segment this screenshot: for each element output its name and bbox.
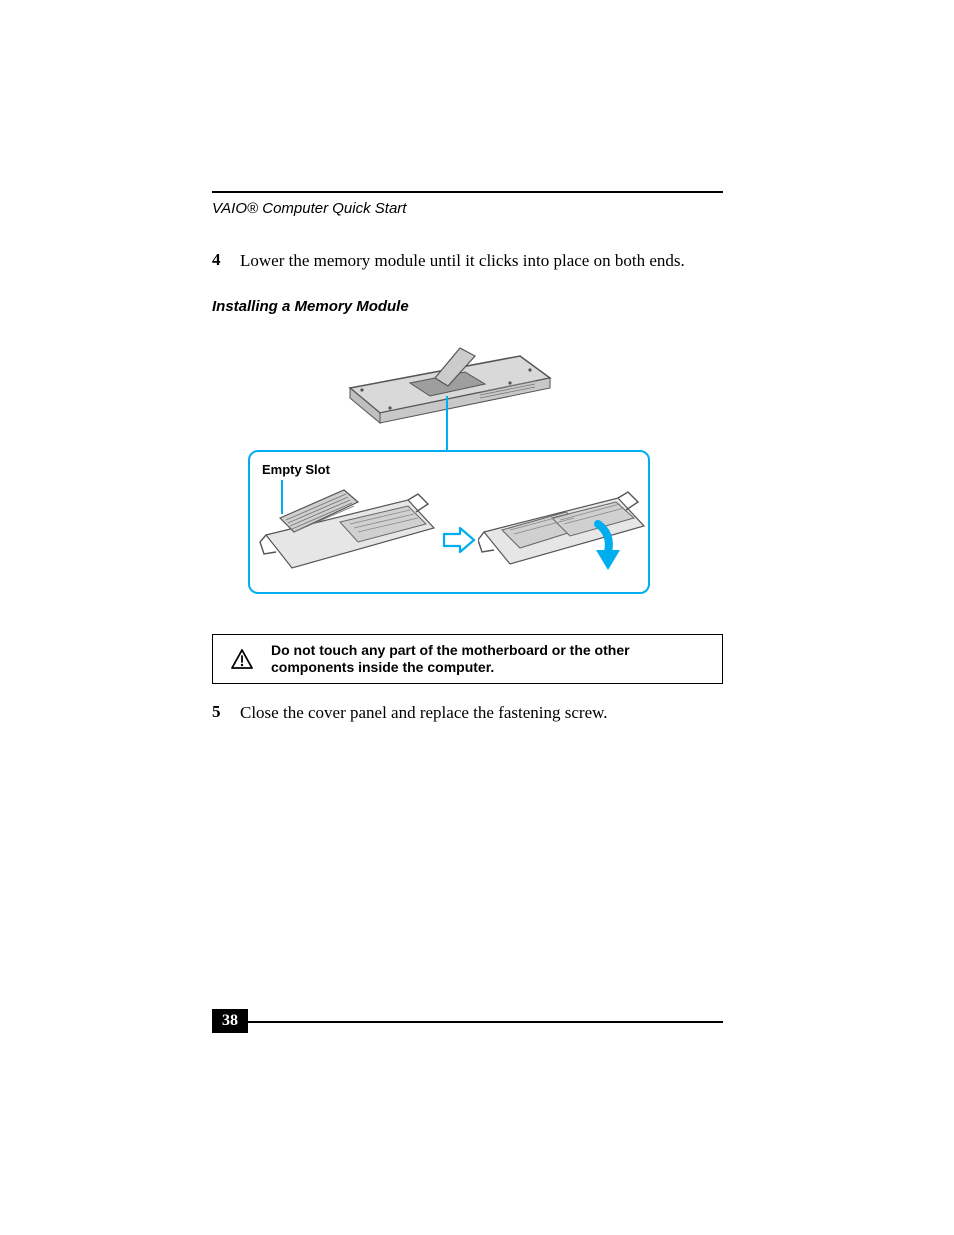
arrow-right-icon (442, 525, 476, 555)
detail-left (258, 480, 438, 580)
memory-seated-illustration (478, 480, 648, 580)
warning-icon (231, 649, 253, 669)
step-4-text: Lower the memory module until it clicks … (240, 250, 685, 273)
running-head: VAIO® Computer Quick Start (212, 200, 406, 217)
step-5-text: Close the cover panel and replace the fa… (240, 702, 608, 725)
warning-box: Do not touch any part of the motherboard… (212, 634, 723, 684)
leader-line-top (432, 396, 462, 456)
detail-right (478, 480, 648, 580)
figure-title: Installing a Memory Module (212, 298, 409, 315)
page-number: 38 (212, 1009, 248, 1033)
step-5-number: 5 (212, 702, 240, 722)
step-4-number: 4 (212, 250, 240, 270)
top-rule (212, 191, 723, 193)
memory-insert-illustration (258, 480, 438, 580)
step-5: 5 Close the cover panel and replace the … (212, 702, 608, 725)
callout-label: Empty Slot (262, 462, 330, 477)
bottom-rule (244, 1021, 723, 1023)
step-4: 4 Lower the memory module until it click… (212, 250, 685, 273)
warning-text: Do not touch any part of the motherboard… (271, 642, 691, 677)
manual-page: VAIO® Computer Quick Start 4 Lower the m… (0, 0, 954, 1235)
